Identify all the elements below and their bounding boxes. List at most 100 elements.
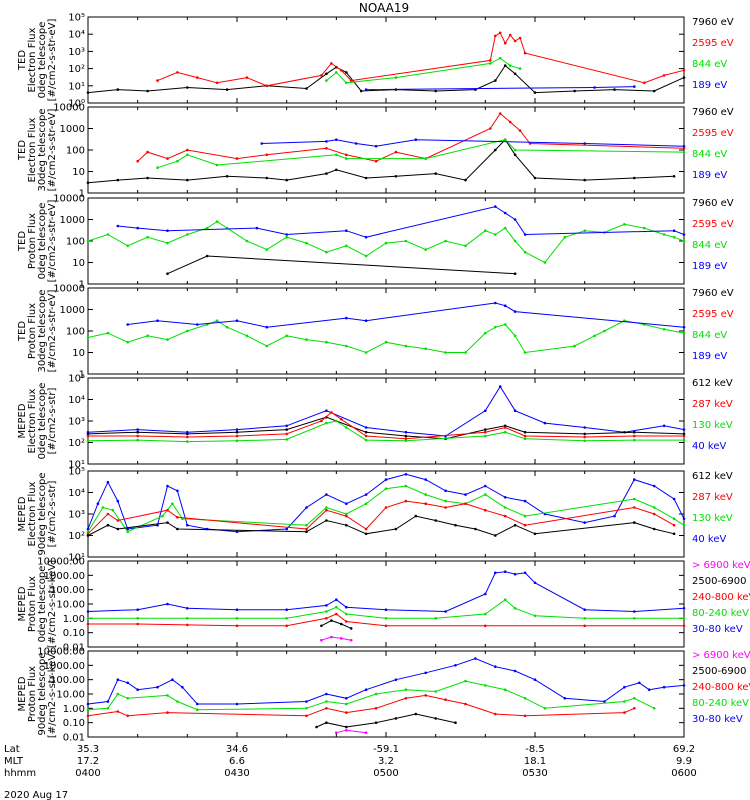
data-point <box>349 638 353 642</box>
data-point <box>533 532 537 536</box>
data-point <box>136 608 139 611</box>
footer-tick-value: 34.6 <box>226 744 248 755</box>
data-point <box>96 502 100 506</box>
data-point <box>345 153 348 157</box>
y-tick-label: 10² <box>68 531 85 542</box>
data-point <box>434 172 438 175</box>
data-point <box>484 592 487 596</box>
y-axis-label: 0deg telescope <box>37 203 48 280</box>
y-tick-label: 1000.00 <box>44 571 85 582</box>
data-point <box>444 489 447 493</box>
data-point <box>305 530 308 533</box>
data-point <box>340 418 343 421</box>
legend-entry: 2595 eV <box>692 219 734 230</box>
data-point <box>513 272 517 276</box>
data-point <box>484 331 487 335</box>
data-point <box>503 138 507 141</box>
data-point <box>106 331 110 335</box>
data-point <box>374 721 378 724</box>
data-point <box>643 226 646 230</box>
data-point <box>345 697 348 700</box>
footer-row-label: Lat <box>4 744 20 755</box>
data-point <box>285 233 289 236</box>
y-axis-label: TED <box>17 321 28 342</box>
data-point <box>603 700 606 703</box>
data-point <box>86 336 90 339</box>
data-point <box>444 506 447 509</box>
data-point <box>186 329 189 333</box>
data-point <box>166 521 169 524</box>
footer-tick-value: 3.2 <box>378 756 394 767</box>
data-point <box>503 514 507 518</box>
data-point <box>652 527 656 531</box>
data-point <box>672 517 676 521</box>
legend-entry: 287 keV <box>692 492 733 503</box>
y-tick-label: 10⁴ <box>68 30 85 41</box>
data-point <box>404 439 408 443</box>
data-point <box>682 144 686 148</box>
data-point <box>623 700 626 703</box>
data-point <box>424 502 428 506</box>
footer-row-label: hhmm <box>4 768 36 779</box>
data-point <box>444 351 447 354</box>
data-point <box>265 248 269 251</box>
data-point <box>583 439 586 443</box>
panel-2: 1 10 100 1000 10000 TED Electron Flux 30deg tel… <box>17 103 734 200</box>
y-tick-label: 10000 <box>53 284 85 295</box>
data-point <box>424 248 428 251</box>
y-axis-label: [#/cm2-s-str] <box>47 480 58 547</box>
data-point <box>494 233 497 236</box>
data-point <box>235 617 239 620</box>
y-axis-label: TED <box>17 231 28 252</box>
data-point <box>573 89 576 93</box>
data-point <box>523 571 527 575</box>
data-point <box>335 153 338 157</box>
data-point <box>682 69 686 72</box>
data-point <box>345 157 348 160</box>
data-point <box>464 178 467 182</box>
data-point <box>335 138 338 141</box>
y-axis-label: Proton Flux <box>27 576 38 632</box>
data-point <box>320 624 323 628</box>
y-axis-label: Electron Flux <box>27 117 38 182</box>
data-point <box>186 523 189 527</box>
data-point <box>503 570 507 573</box>
data-point <box>126 244 129 248</box>
data-point <box>498 385 502 388</box>
data-point <box>305 714 308 718</box>
data-point <box>330 635 333 639</box>
data-point <box>643 81 646 85</box>
data-point <box>285 178 289 182</box>
y-axis-label: MEPED <box>17 586 28 621</box>
series-line <box>87 473 685 533</box>
chart-title: NOAA19 <box>359 1 409 15</box>
data-point <box>394 717 398 720</box>
data-point <box>394 150 398 154</box>
data-point <box>359 89 363 93</box>
data-point <box>523 437 527 441</box>
data-point <box>166 241 169 245</box>
panel-frame <box>87 560 685 648</box>
data-point <box>523 51 527 55</box>
data-point <box>682 428 686 431</box>
data-point <box>176 159 179 163</box>
data-point <box>434 89 438 93</box>
data-point <box>513 153 517 157</box>
data-point <box>345 512 348 516</box>
data-point <box>156 166 159 169</box>
data-point <box>682 684 686 687</box>
y-tick-label: 10 <box>72 167 85 178</box>
series-line <box>321 620 352 629</box>
data-point <box>508 64 512 67</box>
y-tick-label: 10³ <box>68 47 85 58</box>
data-point <box>503 688 507 691</box>
data-point <box>682 239 686 243</box>
data-point <box>513 218 517 221</box>
y-tick-label: 1000 <box>60 124 85 135</box>
series-line <box>87 64 685 94</box>
data-point <box>444 698 447 701</box>
data-point <box>106 233 110 236</box>
data-point <box>345 702 348 706</box>
data-point <box>672 497 676 501</box>
data-point <box>464 244 467 248</box>
